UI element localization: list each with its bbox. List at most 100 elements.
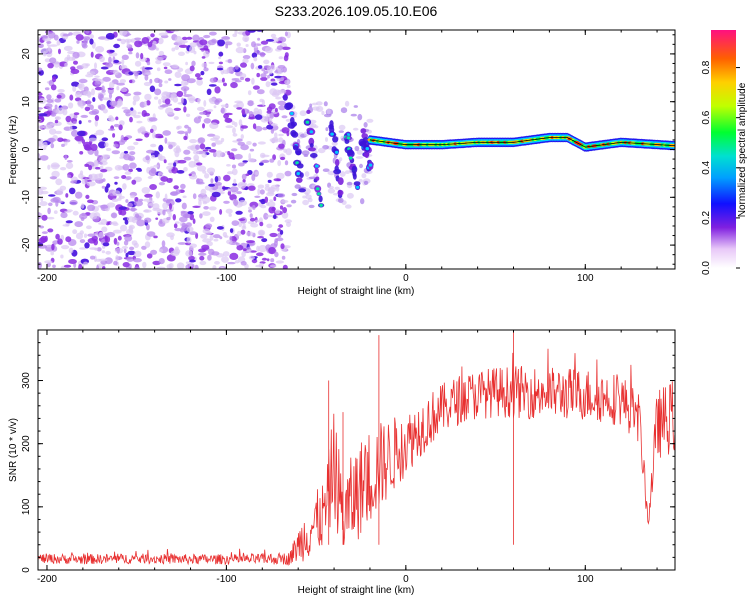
noise-speckle — [119, 156, 124, 159]
noise-speckle — [125, 199, 129, 203]
noise-speckle — [268, 117, 273, 125]
noise-speckle — [269, 88, 278, 96]
noise-speckle — [247, 170, 253, 175]
noise-speckle — [178, 44, 188, 49]
noise-speckle — [115, 255, 119, 262]
noise-speckle — [134, 266, 140, 269]
snr-frame — [37, 329, 676, 571]
noise-speckle — [101, 250, 106, 254]
noise-speckle — [60, 167, 67, 171]
noise-speckle — [274, 107, 278, 113]
noise-speckle — [74, 135, 84, 141]
noise-speckle — [61, 143, 65, 147]
noise-speckle — [196, 165, 207, 172]
noise-speckle — [87, 233, 96, 237]
noise-speckle — [170, 95, 174, 101]
noise-speckle — [154, 96, 159, 100]
noise-speckle — [252, 142, 257, 147]
noise-speckle — [269, 111, 275, 119]
noise-speckle — [79, 170, 84, 176]
noise-speckle — [156, 266, 166, 269]
noise-speckle — [181, 222, 187, 227]
noise-speckle — [196, 162, 203, 166]
noise-speckle — [57, 89, 65, 93]
transition-blob — [334, 150, 339, 154]
noise-speckle — [170, 250, 180, 257]
noise-speckle — [51, 111, 55, 116]
transition-blob — [337, 189, 344, 196]
noise-speckle — [234, 30, 238, 35]
noise-speckle — [53, 210, 58, 215]
noise-speckle — [187, 95, 196, 101]
noise-speckle — [240, 125, 248, 129]
noise-speckle — [173, 185, 179, 190]
noise-speckle — [38, 125, 44, 129]
noise-speckle — [208, 183, 216, 187]
noise-speckle — [68, 102, 74, 109]
noise-speckle — [94, 75, 100, 78]
noise-speckle — [46, 99, 54, 103]
noise-speckle — [130, 207, 136, 212]
noise-speckle — [328, 185, 334, 190]
noise-speckle — [301, 150, 310, 156]
noise-speckle — [84, 106, 91, 112]
noise-speckle — [46, 94, 52, 100]
noise-speckle — [273, 214, 277, 220]
noise-speckle — [74, 221, 83, 228]
noise-speckle — [247, 158, 256, 163]
noise-speckle — [352, 127, 359, 131]
noise-speckle — [353, 105, 358, 108]
noise-speckle — [38, 261, 42, 269]
noise-speckle — [85, 194, 90, 199]
noise-speckle — [240, 134, 244, 140]
noise-speckle — [278, 133, 284, 137]
transition-blob — [295, 161, 299, 165]
noise-speckle — [101, 97, 111, 101]
noise-speckle — [200, 70, 205, 76]
noise-speckle — [72, 229, 78, 235]
noise-speckle — [133, 141, 139, 146]
noise-speckle — [189, 65, 195, 72]
noise-speckle — [130, 194, 136, 199]
noise-speckle — [135, 213, 139, 218]
noise-speckle — [126, 39, 130, 47]
noise-speckle — [88, 165, 93, 171]
noise-speckle — [141, 245, 147, 250]
transition-blob — [315, 164, 319, 168]
noise-speckle — [259, 221, 264, 227]
noise-speckle — [308, 176, 317, 180]
noise-speckle — [96, 247, 102, 252]
noise-speckle — [193, 150, 200, 155]
noise-speckle — [326, 108, 331, 115]
noise-speckle — [180, 210, 186, 214]
noise-speckle — [268, 69, 273, 75]
noise-speckle — [199, 260, 207, 266]
noise-speckle — [56, 40, 61, 46]
noise-speckle — [240, 229, 246, 235]
noise-speckle — [186, 36, 193, 40]
noise-speckle — [204, 173, 210, 179]
noise-speckle — [260, 198, 266, 205]
noise-speckle — [268, 247, 276, 255]
noise-speckle — [65, 220, 73, 224]
noise-speckle — [65, 115, 72, 123]
noise-speckle — [259, 51, 266, 58]
noise-speckle — [38, 67, 43, 72]
noise-speckle — [77, 130, 86, 137]
noise-speckle — [111, 198, 119, 202]
noise-speckle — [275, 260, 284, 264]
noise-speckle — [106, 231, 116, 238]
noise-speckle — [155, 217, 159, 220]
noise-speckle — [57, 137, 64, 143]
noise-speckle — [42, 141, 48, 148]
noise-speckle — [158, 83, 163, 88]
snr-x-axis-label: Height of straight line (km) — [298, 585, 415, 596]
noise-speckle — [129, 151, 136, 156]
noise-speckle — [222, 251, 230, 257]
noise-speckle — [88, 110, 98, 115]
noise-speckle — [54, 104, 58, 110]
noise-speckle — [47, 62, 54, 69]
noise-speckle — [260, 40, 269, 45]
noise-speckle — [54, 98, 62, 103]
transition-blob — [295, 150, 302, 156]
